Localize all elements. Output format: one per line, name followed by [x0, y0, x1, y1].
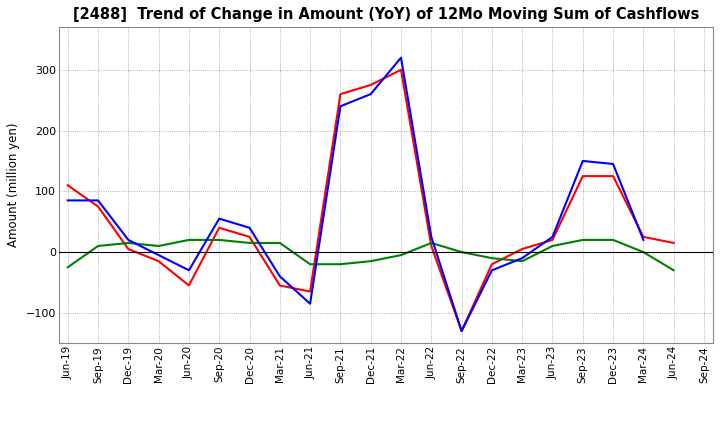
Free Cashflow [306, 301, 315, 306]
Operating Cashflow [154, 259, 163, 264]
Operating Cashflow [427, 243, 436, 249]
Investing Cashflow [276, 240, 284, 246]
Investing Cashflow [397, 253, 405, 258]
Free Cashflow [336, 103, 345, 109]
Operating Cashflow [548, 237, 557, 242]
Operating Cashflow [639, 234, 648, 239]
Free Cashflow [366, 92, 375, 97]
Free Cashflow [548, 234, 557, 239]
Investing Cashflow [336, 261, 345, 267]
Operating Cashflow [246, 234, 254, 239]
Investing Cashflow [518, 259, 526, 264]
Y-axis label: Amount (million yen): Amount (million yen) [7, 123, 20, 247]
Investing Cashflow [487, 256, 496, 261]
Investing Cashflow [427, 240, 436, 246]
Investing Cashflow [306, 261, 315, 267]
Free Cashflow [215, 216, 223, 221]
Investing Cashflow [457, 249, 466, 255]
Line: Investing Cashflow: Investing Cashflow [68, 240, 674, 270]
Free Cashflow [608, 161, 617, 167]
Operating Cashflow [518, 246, 526, 252]
Free Cashflow [578, 158, 587, 164]
Free Cashflow [397, 55, 405, 60]
Title: [2488]  Trend of Change in Amount (YoY) of 12Mo Moving Sum of Cashflows: [2488] Trend of Change in Amount (YoY) o… [73, 7, 699, 22]
Free Cashflow [518, 256, 526, 261]
Investing Cashflow [124, 240, 132, 246]
Investing Cashflow [366, 259, 375, 264]
Investing Cashflow [548, 243, 557, 249]
Free Cashflow [639, 237, 648, 242]
Line: Operating Cashflow: Operating Cashflow [68, 70, 674, 331]
Operating Cashflow [670, 240, 678, 246]
Investing Cashflow [215, 237, 223, 242]
Investing Cashflow [184, 237, 193, 242]
Operating Cashflow [457, 328, 466, 334]
Operating Cashflow [124, 246, 132, 252]
Operating Cashflow [578, 173, 587, 179]
Operating Cashflow [63, 183, 72, 188]
Line: Free Cashflow: Free Cashflow [68, 58, 644, 331]
Operating Cashflow [276, 283, 284, 288]
Free Cashflow [154, 253, 163, 258]
Operating Cashflow [397, 67, 405, 73]
Operating Cashflow [94, 204, 102, 209]
Operating Cashflow [336, 92, 345, 97]
Investing Cashflow [578, 237, 587, 242]
Operating Cashflow [608, 173, 617, 179]
Operating Cashflow [366, 82, 375, 88]
Free Cashflow [94, 198, 102, 203]
Investing Cashflow [246, 240, 254, 246]
Operating Cashflow [184, 283, 193, 288]
Free Cashflow [124, 237, 132, 242]
Legend: Operating Cashflow, Investing Cashflow, Free Cashflow: Operating Cashflow, Investing Cashflow, … [150, 437, 622, 440]
Investing Cashflow [670, 268, 678, 273]
Investing Cashflow [94, 243, 102, 249]
Free Cashflow [276, 274, 284, 279]
Investing Cashflow [63, 264, 72, 270]
Free Cashflow [457, 328, 466, 334]
Operating Cashflow [215, 225, 223, 231]
Free Cashflow [63, 198, 72, 203]
Free Cashflow [246, 225, 254, 231]
Operating Cashflow [487, 261, 496, 267]
Free Cashflow [427, 234, 436, 239]
Investing Cashflow [639, 249, 648, 255]
Free Cashflow [487, 268, 496, 273]
Free Cashflow [184, 268, 193, 273]
Operating Cashflow [306, 289, 315, 294]
Investing Cashflow [608, 237, 617, 242]
Investing Cashflow [154, 243, 163, 249]
